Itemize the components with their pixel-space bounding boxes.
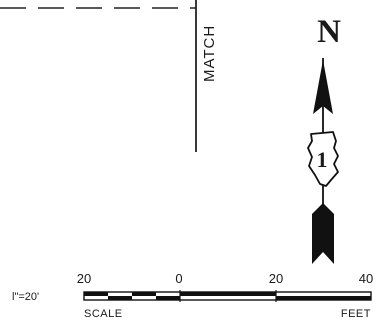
north-letter: N bbox=[317, 14, 341, 50]
scale-segment bbox=[132, 292, 156, 296]
route-shield-number: 1 bbox=[317, 147, 328, 172]
scale-tick-label: 0 bbox=[175, 271, 182, 286]
north-arrow-tail-icon bbox=[312, 203, 334, 264]
scale-ratio-label: l"=20' bbox=[12, 291, 39, 303]
scale-left-caption: SCALE bbox=[84, 308, 123, 320]
route-shield-icon: 1 bbox=[307, 131, 339, 187]
scale-segment bbox=[276, 296, 371, 300]
scale-segment bbox=[156, 296, 180, 300]
scale-tick-label: 20 bbox=[77, 271, 91, 286]
scale-segment bbox=[108, 296, 132, 300]
match-line-label: MATCH bbox=[201, 25, 218, 82]
scale-bar: l"=20' 20 0 20 40 SCALE FEET bbox=[12, 271, 373, 320]
scale-right-caption: FEET bbox=[341, 308, 371, 320]
scale-segment bbox=[84, 292, 108, 296]
scale-segment bbox=[180, 292, 276, 296]
scale-tick-label: 40 bbox=[359, 271, 373, 286]
north-arrow: N 1 bbox=[307, 14, 341, 264]
scale-tick-label: 20 bbox=[269, 271, 283, 286]
north-arrowhead-icon bbox=[313, 60, 333, 114]
match-line: MATCH bbox=[0, 0, 218, 152]
